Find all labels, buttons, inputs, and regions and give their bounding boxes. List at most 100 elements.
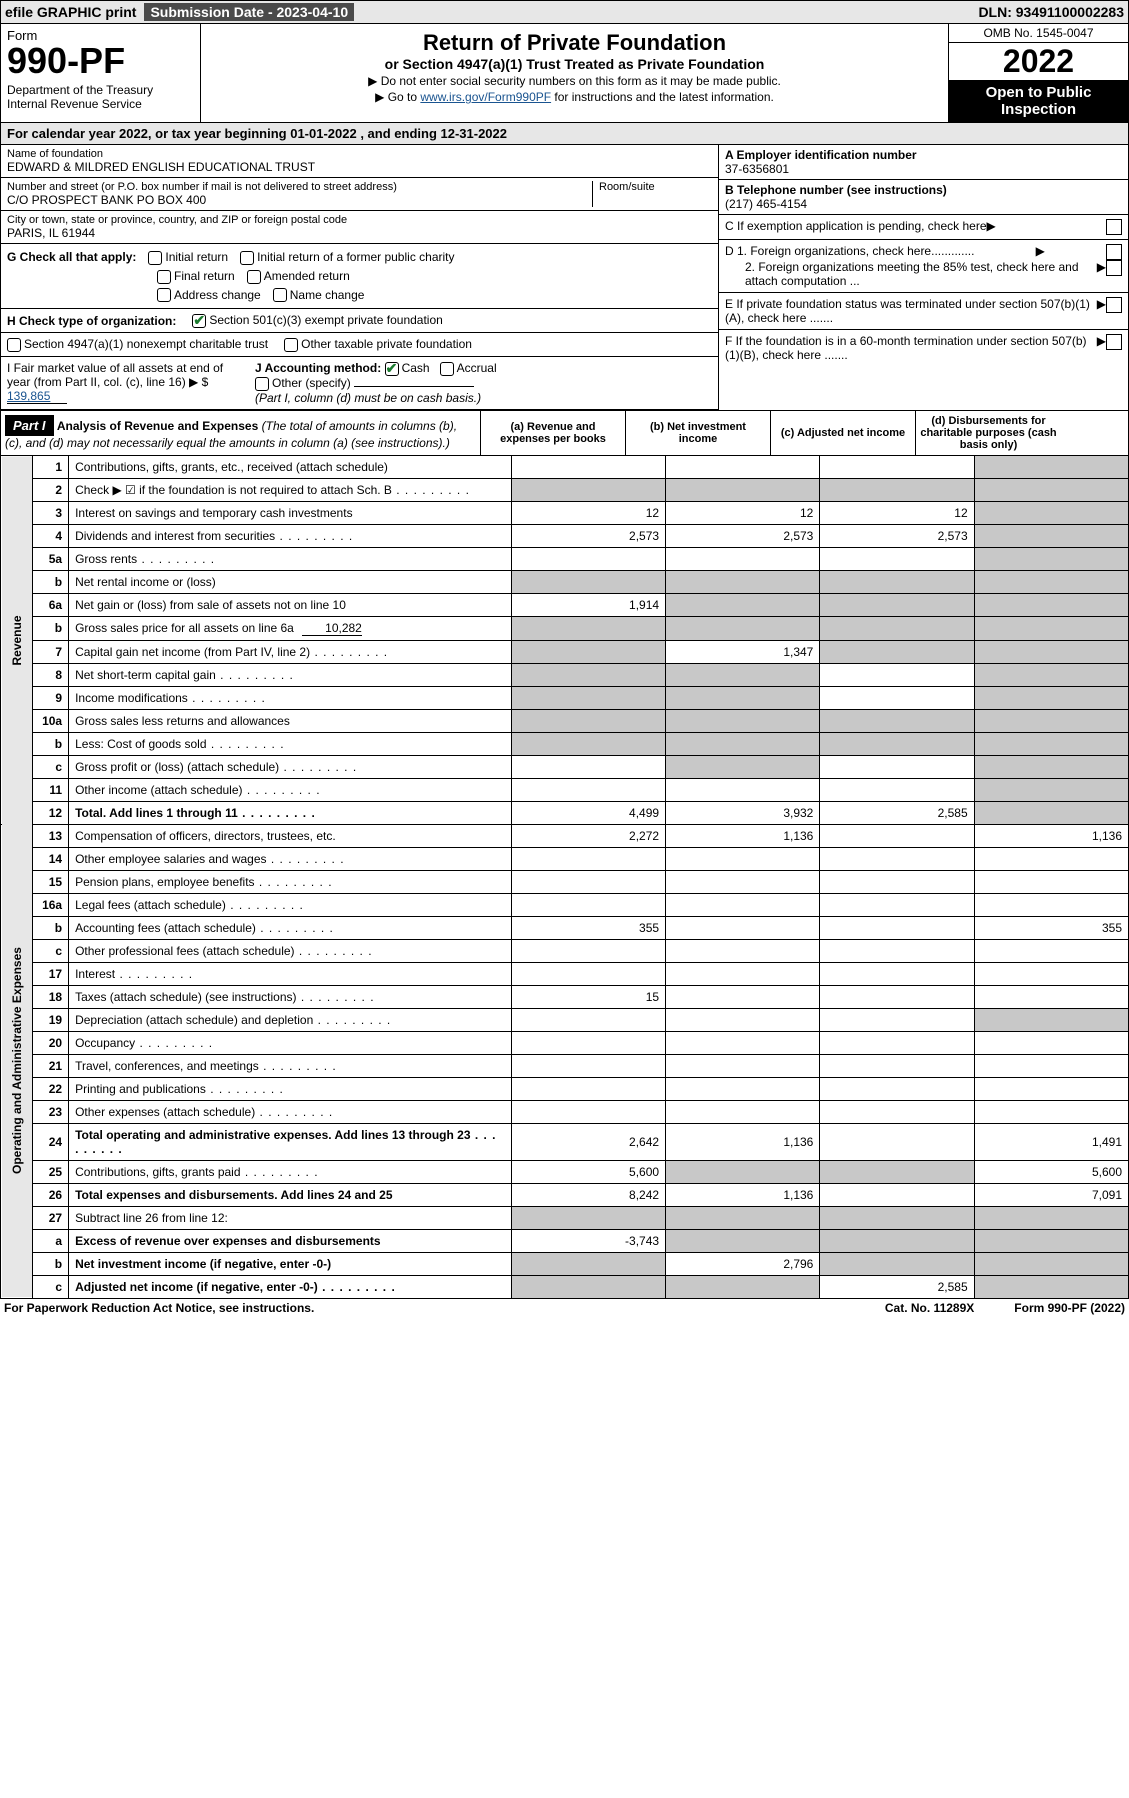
open-public: Open to Public Inspection: [949, 80, 1128, 122]
efile-label[interactable]: efile GRAPHIC print: [5, 4, 136, 20]
cell-b: [666, 962, 820, 985]
cell-d: [974, 1206, 1128, 1229]
line-desc: Total expenses and disbursements. Add li…: [69, 1183, 512, 1206]
table-row: cAdjusted net income (if negative, enter…: [1, 1275, 1129, 1298]
line-desc: Other expenses (attach schedule): [69, 1100, 512, 1123]
line-desc: Other income (attach schedule): [69, 778, 512, 801]
cell-a: 2,642: [511, 1123, 665, 1160]
cell-b: [666, 939, 820, 962]
line-number: 24: [32, 1123, 68, 1160]
h-opt-1: Section 501(c)(3) exempt private foundat…: [209, 313, 442, 327]
other-method-checkbox[interactable]: [255, 377, 269, 391]
initial-former-checkbox[interactable]: [240, 251, 254, 265]
accrual-checkbox[interactable]: [440, 362, 454, 376]
cell-d: 1,136: [974, 824, 1128, 847]
cat-no: Cat. No. 11289X: [885, 1301, 974, 1315]
cell-c: [820, 547, 974, 570]
cell-d: [974, 847, 1128, 870]
line-desc: Total. Add lines 1 through 11: [69, 801, 512, 824]
table-row: cGross profit or (loss) (attach schedule…: [1, 755, 1129, 778]
cell-a: -3,743: [511, 1229, 665, 1252]
ein-label: A Employer identification number: [725, 148, 917, 162]
cell-c: [820, 755, 974, 778]
cell-a: [511, 616, 665, 640]
h-label: H Check type of organization:: [7, 314, 176, 328]
c-checkbox[interactable]: [1106, 219, 1122, 235]
amended-return-checkbox[interactable]: [247, 270, 261, 284]
table-row: 12Total. Add lines 1 through 114,4993,93…: [1, 801, 1129, 824]
cash-checkbox[interactable]: [385, 362, 399, 376]
cell-d: [974, 778, 1128, 801]
table-row: bNet rental income or (loss): [1, 570, 1129, 593]
table-row: 10aGross sales less returns and allowanc…: [1, 709, 1129, 732]
address-change-checkbox[interactable]: [157, 288, 171, 302]
topbar: efile GRAPHIC print Submission Date - 20…: [0, 0, 1129, 24]
cell-b: 12: [666, 501, 820, 524]
line-desc: Income modifications: [69, 686, 512, 709]
initial-return-checkbox[interactable]: [148, 251, 162, 265]
dln: DLN: 93491100002283: [978, 4, 1124, 20]
cell-c: 2,585: [820, 801, 974, 824]
501c3-checkbox[interactable]: [192, 314, 206, 328]
other-taxable-checkbox[interactable]: [284, 338, 298, 352]
final-return-checkbox[interactable]: [157, 270, 171, 284]
g-opt-5: Name change: [290, 288, 365, 302]
cell-b: [666, 616, 820, 640]
cell-c: [820, 985, 974, 1008]
line-number: 17: [32, 962, 68, 985]
form-title: Return of Private Foundation: [211, 30, 938, 56]
table-row: 21Travel, conferences, and meetings: [1, 1054, 1129, 1077]
f-checkbox[interactable]: [1106, 334, 1122, 350]
line-desc: Compensation of officers, directors, tru…: [69, 824, 512, 847]
cell-b: [666, 1077, 820, 1100]
d2-checkbox[interactable]: [1106, 260, 1122, 276]
name-change-checkbox[interactable]: [273, 288, 287, 302]
g-opt-0: Initial return: [165, 250, 228, 264]
cell-a: [511, 1252, 665, 1275]
table-row: bGross sales price for all assets on lin…: [1, 616, 1129, 640]
cell-d: [974, 640, 1128, 663]
line-desc: Gross sales price for all assets on line…: [69, 616, 512, 640]
cell-d: 355: [974, 916, 1128, 939]
cell-a: [511, 1206, 665, 1229]
line-number: 8: [32, 663, 68, 686]
cell-a: 1,914: [511, 593, 665, 616]
line-desc: Gross sales less returns and allowances: [69, 709, 512, 732]
d1-checkbox[interactable]: [1106, 244, 1122, 260]
g-opt-1: Initial return of a former public charit…: [257, 250, 454, 264]
cell-d: [974, 1077, 1128, 1100]
line-number: 11: [32, 778, 68, 801]
line-number: 9: [32, 686, 68, 709]
table-row: 19Depreciation (attach schedule) and dep…: [1, 1008, 1129, 1031]
line-desc: Travel, conferences, and meetings: [69, 1054, 512, 1077]
foundation-name: EDWARD & MILDRED ENGLISH EDUCATIONAL TRU…: [7, 160, 712, 174]
table-row: 2Check ▶ ☑ if the foundation is not requ…: [1, 478, 1129, 501]
cell-a: [511, 478, 665, 501]
cell-b: 1,136: [666, 1123, 820, 1160]
cell-c: [820, 456, 974, 479]
cell-b: [666, 456, 820, 479]
cell-b: [666, 686, 820, 709]
line-number: b: [32, 1252, 68, 1275]
cell-c: [820, 939, 974, 962]
line-number: 21: [32, 1054, 68, 1077]
e-checkbox[interactable]: [1106, 297, 1122, 313]
line-desc: Capital gain net income (from Part IV, l…: [69, 640, 512, 663]
cell-c: 12: [820, 501, 974, 524]
addr-label: Number and street (or P.O. box number if…: [7, 181, 592, 193]
4947-checkbox[interactable]: [7, 338, 21, 352]
cell-d: [974, 962, 1128, 985]
fmv-value[interactable]: 139,865: [7, 389, 67, 404]
cell-b: [666, 847, 820, 870]
line-number: a: [32, 1229, 68, 1252]
part1-header-row: Part I Analysis of Revenue and Expenses …: [0, 411, 1129, 456]
cell-b: [666, 593, 820, 616]
cell-d: [974, 939, 1128, 962]
cell-d: [974, 709, 1128, 732]
cell-b: [666, 1206, 820, 1229]
cell-b: 1,347: [666, 640, 820, 663]
instr-2: ▶ Go to www.irs.gov/Form990PF for instru…: [211, 90, 938, 104]
cell-b: 1,136: [666, 824, 820, 847]
irs-link[interactable]: www.irs.gov/Form990PF: [420, 90, 551, 104]
col-b-head: (b) Net investment income: [626, 411, 771, 455]
